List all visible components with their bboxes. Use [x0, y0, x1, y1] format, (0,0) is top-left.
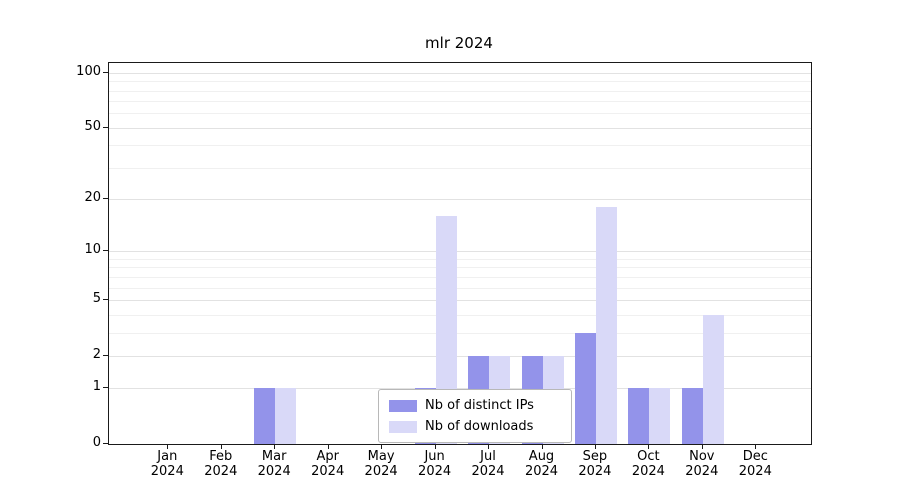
plot-area	[108, 62, 812, 445]
minor-gridline	[109, 276, 811, 278]
x-axis-tick	[541, 444, 543, 449]
y-axis-tick	[103, 387, 108, 389]
x-axis-tick	[327, 444, 329, 449]
x-axis-tick-label: Aug 2024	[524, 449, 559, 479]
x-axis-tick-label: May 2024	[364, 449, 398, 479]
minor-gridline	[109, 81, 811, 83]
minor-gridline	[109, 167, 811, 169]
y-axis-tick	[103, 250, 108, 252]
x-axis-tick-label: Nov 2024	[685, 449, 719, 479]
x-axis-tick-label: Dec 2024	[738, 449, 772, 479]
x-axis-tick	[755, 444, 757, 449]
minor-gridline	[109, 332, 811, 334]
legend-item-distinct-ips: Nb of distinct IPs	[389, 397, 561, 414]
minor-gridline	[109, 113, 811, 115]
x-axis-tick	[381, 444, 383, 449]
x-axis-tick	[220, 444, 222, 449]
y-axis-tick	[103, 354, 108, 356]
legend-label-downloads: Nb of downloads	[425, 419, 534, 434]
minor-gridline	[109, 258, 811, 260]
bar-downloads-9	[649, 388, 671, 444]
x-axis-tick-label: Feb 2024	[204, 449, 238, 479]
legend-swatch-distinct-ips	[389, 399, 417, 412]
x-axis-tick	[434, 444, 436, 449]
minor-gridline	[109, 101, 811, 103]
x-axis-tick	[648, 444, 650, 449]
x-axis-tick	[274, 444, 276, 449]
bar-distinct-ips-2	[254, 388, 276, 444]
bar-downloads-5	[435, 216, 457, 444]
y-axis-tick-label: 5	[92, 290, 101, 306]
legend: Nb of distinct IPs Nb of downloads	[378, 389, 572, 443]
minor-gridline	[109, 145, 811, 147]
legend-item-downloads: Nb of downloads	[389, 418, 561, 435]
minor-gridline	[109, 90, 811, 92]
major-gridline	[109, 251, 811, 253]
minor-gridline	[109, 314, 811, 316]
legend-label-distinct-ips: Nb of distinct IPs	[425, 398, 534, 413]
y-axis-tick-label: 20	[84, 190, 101, 206]
x-axis-tick	[167, 444, 169, 449]
major-gridline	[109, 72, 811, 74]
x-axis-tick	[488, 444, 489, 449]
minor-gridline	[109, 287, 811, 289]
legend-swatch-downloads	[389, 420, 417, 433]
y-axis-tick-label: 100	[76, 63, 101, 79]
y-axis-tick-label: 10	[84, 242, 101, 258]
y-axis-tick-label: 0	[92, 435, 101, 450]
y-axis-tick	[103, 71, 108, 73]
y-axis-tick	[103, 126, 108, 128]
bar-downloads-2	[275, 388, 297, 444]
bar-distinct-ips-9	[628, 388, 650, 444]
minor-gridline	[109, 267, 811, 269]
major-gridline	[109, 127, 811, 129]
bar-distinct-ips-8	[574, 332, 596, 444]
bar-downloads-10	[702, 314, 724, 444]
x-axis-tick	[594, 444, 596, 449]
x-axis-tick-label: Jan 2024	[150, 449, 184, 479]
x-axis-tick-label: Sep 2024	[578, 449, 612, 479]
bar-distinct-ips-10	[681, 388, 703, 444]
x-axis-tick-label: Jul 2024	[471, 449, 505, 479]
y-axis-tick-label: 50	[84, 118, 101, 134]
major-gridline	[109, 388, 811, 390]
bar-downloads-8	[595, 207, 617, 444]
x-axis-tick-label: Jun 2024	[418, 449, 452, 479]
major-gridline	[109, 199, 811, 201]
major-gridline	[109, 299, 811, 301]
y-axis-tick-label: 2	[92, 346, 101, 362]
y-axis-tick	[103, 198, 108, 200]
x-axis-tick-label: Oct 2024	[631, 449, 665, 479]
major-gridline	[109, 355, 811, 357]
chart-title: mlr 2024	[425, 34, 493, 52]
y-axis-tick-label: 1	[92, 379, 101, 395]
x-axis-tick-label: Apr 2024	[311, 449, 345, 479]
x-axis-tick	[701, 444, 703, 449]
y-axis-tick	[103, 298, 108, 300]
x-axis-tick-label: Mar 2024	[257, 449, 291, 479]
y-axis-tick	[103, 443, 108, 444]
